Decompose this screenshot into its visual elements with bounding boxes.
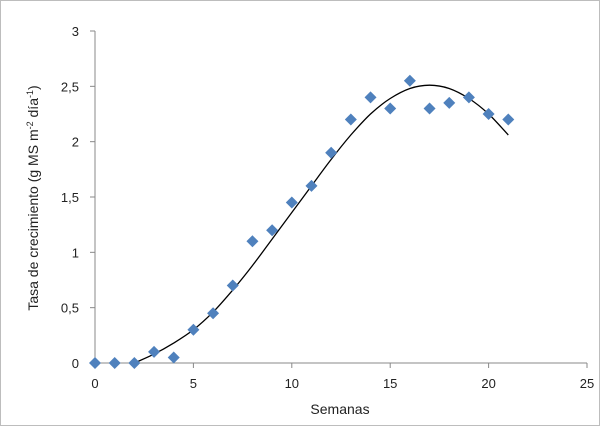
- x-tick-label: 0: [91, 376, 98, 391]
- y-tick-label: 1: [72, 245, 79, 260]
- data-point: [285, 196, 298, 209]
- data-point: [167, 351, 180, 364]
- data-point: [128, 357, 141, 369]
- data-points-layer: [89, 74, 515, 369]
- data-point: [187, 323, 200, 336]
- data-point: [482, 108, 495, 120]
- y-tick-label: 0,5: [61, 301, 79, 316]
- data-point: [89, 357, 101, 369]
- data-point: [364, 91, 377, 104]
- y-tick-label: 2: [72, 135, 79, 150]
- axes: [90, 30, 588, 368]
- data-point: [384, 102, 397, 115]
- y-tick-label: 1,5: [61, 190, 79, 205]
- data-point: [462, 91, 475, 104]
- data-point: [246, 235, 259, 248]
- data-point: [344, 113, 357, 126]
- data-point: [108, 357, 121, 369]
- y-axis-title-part: Tasa de crecimiento (g MS m: [25, 129, 41, 310]
- y-tick-label: 2,5: [61, 79, 79, 94]
- x-tick-label: 20: [481, 376, 495, 391]
- data-point: [502, 113, 515, 126]
- tick-labels-layer: 0 0,5 1 1,5 2 2,5 3 0 5 10 15 20 25: [61, 24, 594, 391]
- data-point: [207, 307, 220, 320]
- x-tick-label: 5: [190, 376, 197, 391]
- data-point: [443, 96, 456, 109]
- y-axis-title-sup: -1: [25, 90, 35, 98]
- data-point: [226, 279, 239, 292]
- y-tick-label: 0: [72, 356, 79, 371]
- x-tick-label: 25: [580, 376, 594, 391]
- x-tick-label: 10: [285, 376, 299, 391]
- y-axis-title-sup: -2: [25, 121, 35, 129]
- y-axis-title-part: día: [25, 98, 41, 122]
- data-point: [148, 345, 161, 358]
- x-axis-title: Semanas: [310, 401, 369, 417]
- data-point: [305, 179, 318, 192]
- y-tick-label: 3: [72, 24, 79, 39]
- y-axis-title-part: ): [25, 85, 41, 90]
- fitted-curve-layer: [134, 84, 509, 364]
- fitted-curve: [134, 84, 509, 364]
- data-point: [423, 102, 436, 115]
- y-axis-title: Tasa de crecimiento (g MS m-2 día-1): [25, 85, 41, 310]
- data-point: [266, 224, 279, 237]
- x-tick-label: 15: [383, 376, 397, 391]
- data-point: [403, 74, 416, 87]
- data-point: [325, 146, 338, 159]
